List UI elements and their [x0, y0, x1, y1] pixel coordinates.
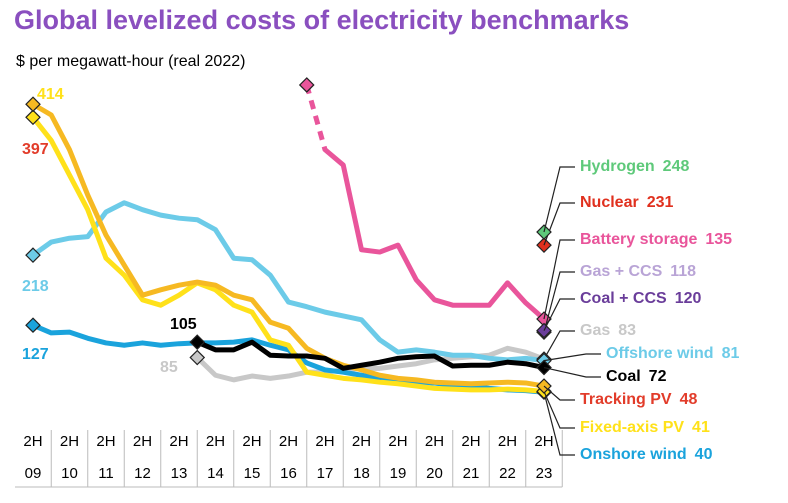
point-marker: [25, 247, 41, 263]
series-label: Offshore wind 81: [606, 345, 739, 362]
series-line: [194, 339, 547, 371]
legend-name: Battery storage: [580, 231, 697, 248]
legend-name: Hydrogen: [580, 158, 655, 175]
point-marker: [25, 317, 41, 334]
x-tick-year: 23: [536, 465, 553, 482]
x-tick-label: 2H: [425, 433, 444, 450]
series-label: Coal + CCS 120: [580, 290, 701, 307]
x-tick-year: 15: [244, 465, 261, 482]
series-line: [30, 114, 547, 394]
x-tick-label: 2H: [60, 433, 79, 450]
x-tick-year: 17: [317, 465, 334, 482]
leader-line: [543, 385, 575, 401]
x-axis: 2H 09 2H 10 2H 11 2H 12 2H 13 2H 14 2H 15 2H 16 2H 17 2H 18…: [15, 430, 563, 488]
chart-subtitle: $ per megawatt-hour (real 2022): [16, 53, 245, 70]
series-label: Fixed-axis PV 41: [580, 419, 710, 436]
leader-line: [543, 298, 575, 331]
end-value-label: 231: [647, 194, 674, 211]
series-label: Onshore wind 40: [580, 446, 713, 463]
x-tick-label: 2H: [388, 433, 407, 450]
leader-line: [543, 166, 575, 233]
x-tick-year: 22: [499, 465, 516, 482]
x-tick-label: 2H: [315, 433, 334, 450]
x-tick-year: 14: [207, 465, 224, 482]
end-value-label: 40: [695, 446, 713, 463]
series-label: Battery storage 135: [580, 231, 732, 248]
legend-name: Onshore wind: [580, 446, 687, 463]
x-tick-year: 16: [280, 465, 297, 482]
leader-line: [543, 366, 601, 378]
x-tick-label: 2H: [23, 433, 42, 450]
legend-name: Nuclear: [580, 194, 639, 211]
x-tick-year: 19: [390, 465, 407, 482]
series-label: Gas 83: [580, 322, 636, 339]
x-tick-year: 12: [134, 465, 151, 482]
legend-name: Offshore wind: [606, 345, 714, 362]
x-tick-year: 10: [61, 465, 78, 482]
legend-name: Gas + CCS: [580, 263, 663, 280]
leader-line: [543, 353, 601, 362]
point-marker: [189, 349, 206, 366]
x-tick-label: 2H: [534, 433, 553, 450]
x-tick-label: 2H: [279, 433, 298, 450]
x-tick-label: 2H: [206, 433, 225, 450]
x-tick-year: 21: [463, 465, 480, 482]
leader-line: [543, 330, 575, 360]
legend-name: Coal + CCS: [580, 290, 667, 307]
point-marker: [298, 77, 315, 93]
markers: 85 Gas 83 127 Onshore wind 40 218 Offshore wind…: [22, 77, 739, 463]
end-value-label: 120: [675, 290, 702, 307]
end-value-label: 41: [692, 419, 710, 436]
x-tick-year: 18: [353, 465, 370, 482]
series-label: Coal 72: [606, 368, 667, 385]
series-line: [304, 84, 328, 151]
start-value-label: 105: [170, 316, 197, 333]
legend-name: Coal: [606, 368, 641, 385]
start-value-label: 414: [37, 86, 64, 103]
leader-line: [543, 391, 575, 429]
start-value-label: 397: [22, 141, 49, 158]
chart-title: Global levelized costs of electricity be…: [14, 5, 629, 35]
point-marker: [25, 109, 41, 126]
x-tick-label: 2H: [96, 433, 115, 450]
point-marker: [189, 334, 206, 350]
leader-line: [543, 202, 575, 246]
x-tick-year: 20: [426, 465, 443, 482]
x-tick-label: 2H: [461, 433, 480, 450]
start-value-label: 127: [22, 346, 49, 363]
end-value-label: 248: [663, 158, 690, 175]
end-value-label: 72: [649, 368, 667, 385]
series-label: Nuclear 231: [580, 194, 674, 211]
series-label: Hydrogen 248: [580, 158, 689, 175]
series-line: [322, 147, 547, 322]
x-tick-label: 2H: [498, 433, 517, 450]
x-tick-label: 2H: [133, 433, 152, 450]
lines: [30, 84, 547, 395]
x-tick-label: 2H: [169, 433, 188, 450]
legend-name: Fixed-axis PV: [580, 419, 684, 436]
leader-line: [543, 392, 575, 456]
point-marker: [25, 96, 41, 113]
start-value-label: 218: [22, 278, 49, 295]
start-value-label: 85: [160, 359, 178, 376]
x-tick-label: 2H: [352, 433, 371, 450]
series-line: [30, 200, 547, 364]
x-tick-label: 2H: [242, 433, 261, 450]
legend-name: Tracking PV: [580, 391, 672, 408]
series-line: [30, 101, 547, 389]
x-tick-year: 09: [25, 465, 42, 482]
leader-line: [543, 239, 575, 320]
x-tick-year: 13: [171, 465, 188, 482]
end-value-label: 118: [670, 263, 696, 280]
leader-line: [543, 271, 575, 333]
end-value-label: 48: [680, 391, 698, 408]
legend-name: Gas: [580, 322, 610, 339]
x-tick-year: 11: [98, 465, 114, 482]
end-value-label: 81: [722, 345, 740, 362]
series-label: Gas + CCS 118: [580, 263, 696, 280]
end-value-label: 83: [618, 322, 636, 339]
series-label: Tracking PV 48: [580, 391, 697, 408]
end-value-label: 135: [705, 231, 732, 248]
